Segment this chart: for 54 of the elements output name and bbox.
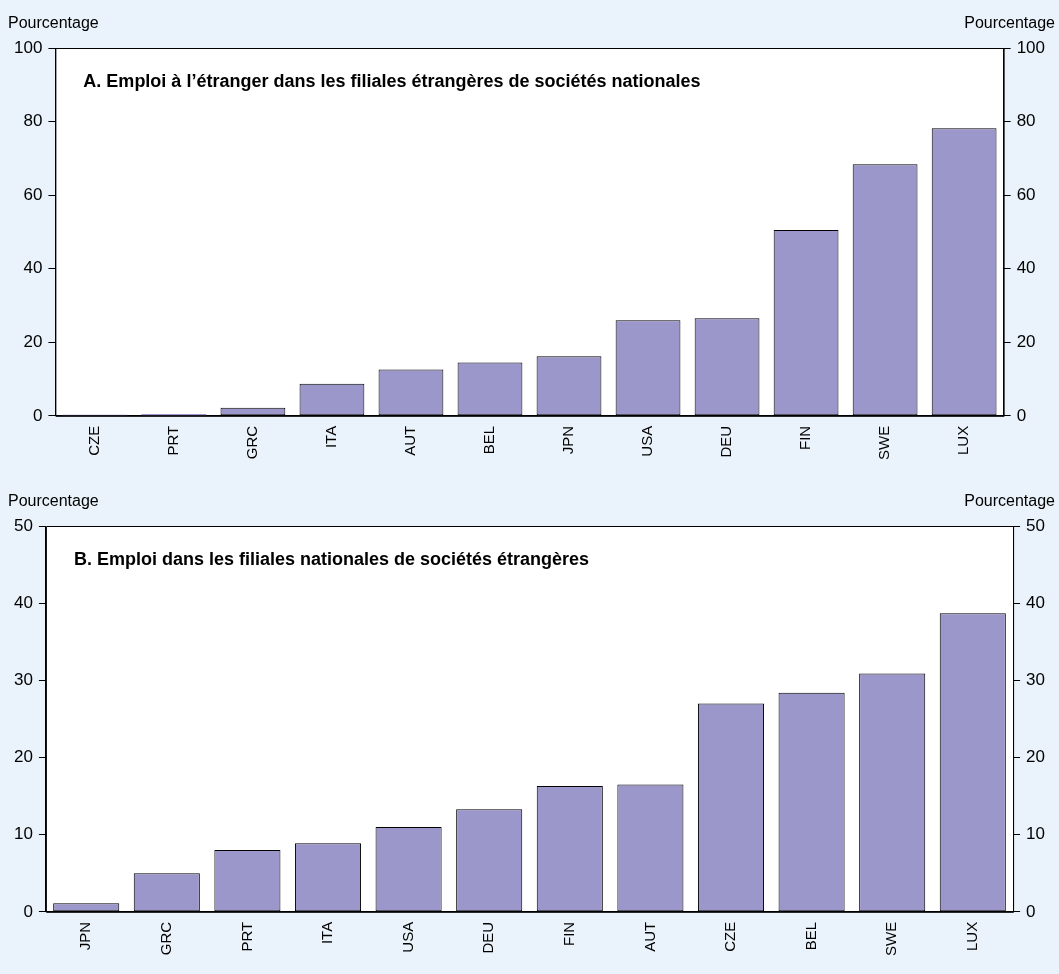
x-tick-label: AUT — [640, 921, 658, 952]
x-tick-label: DEU — [479, 921, 497, 954]
y2-tick-label: 20 — [1026, 747, 1046, 767]
y-tick-label: 10 — [13, 824, 33, 844]
y2-tick-label: 0 — [1016, 405, 1027, 425]
y-tick-label: 40 — [13, 592, 33, 612]
x-tick-label: ITA — [318, 921, 336, 945]
y2-tick-label: 40 — [1016, 258, 1036, 278]
y-axis-title: Pourcentage — [8, 492, 99, 510]
y-tick-label: 20 — [13, 747, 33, 767]
y2-tick-label: 10 — [1026, 824, 1046, 844]
y2-tick-label: 50 — [1026, 515, 1046, 535]
x-tick-label: PRT — [237, 921, 255, 952]
x-tick-label: SWE — [875, 425, 893, 460]
x-tick-label: JPN — [559, 425, 577, 455]
y-tick-label: 50 — [13, 515, 33, 535]
x-tick-label: AUT — [401, 425, 419, 456]
x-tick-label: BEL — [801, 921, 819, 951]
y-tick-label: 60 — [23, 184, 43, 204]
y2-tick-label: 100 — [1016, 37, 1046, 57]
y2-axis-title: Pourcentage — [964, 492, 1056, 510]
y-tick-label: 0 — [23, 901, 33, 921]
text: A. Emploi à l’étranger dans les filiales étrangères de sociétés nationales — [83, 70, 701, 91]
x-tick-label: CZE — [85, 425, 103, 456]
y-axis-title: Pourcentage — [8, 14, 99, 32]
x-tick-label: USA — [638, 425, 656, 457]
x-tick-label: ITA — [322, 425, 340, 449]
x-tick-label: USA — [398, 921, 416, 953]
y2-tick-label: 40 — [1026, 592, 1046, 612]
y-tick-label: 20 — [23, 331, 43, 351]
x-tick-label: CZE — [721, 921, 739, 952]
y-tick-label: 100 — [13, 37, 43, 57]
y2-tick-label: 60 — [1016, 184, 1036, 204]
y2-tick-label: 0 — [1026, 901, 1036, 921]
x-tick-label: GRC — [156, 921, 174, 956]
y2-axis-title: Pourcentage — [964, 14, 1056, 32]
x-tick-label: JPN — [76, 921, 94, 951]
y-tick-label: 0 — [32, 405, 43, 425]
x-tick-label: DEU — [717, 425, 735, 458]
x-tick-label: LUX — [962, 921, 980, 952]
x-tick-label: SWE — [882, 921, 900, 956]
y2-tick-label: 80 — [1016, 111, 1036, 131]
x-tick-label: FIN — [559, 921, 577, 946]
x-tick-label: LUX — [954, 425, 972, 456]
y-tick-label: 40 — [23, 258, 43, 278]
y2-tick-label: 20 — [1016, 331, 1036, 351]
text: B. Emploi dans les filiales nationales de sociétés étrangères — [73, 548, 590, 569]
x-tick-label: BEL — [480, 425, 498, 455]
y2-tick-label: 30 — [1026, 670, 1046, 690]
x-tick-label: GRC — [243, 425, 261, 460]
x-tick-label: PRT — [164, 425, 182, 456]
y-tick-label: 30 — [13, 670, 33, 690]
y-tick-label: 80 — [23, 111, 43, 131]
x-tick-label: FIN — [796, 425, 814, 450]
